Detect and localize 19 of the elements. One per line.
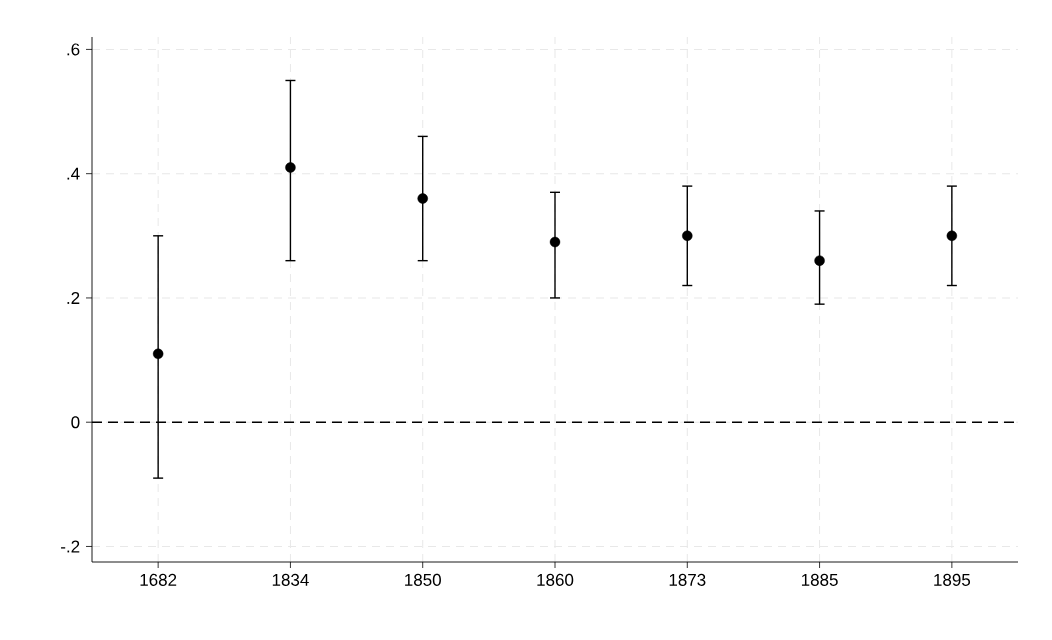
y-tick-label: .2 bbox=[67, 292, 80, 304]
x-tick-label: 1885 bbox=[801, 573, 838, 586]
point bbox=[285, 162, 296, 173]
point bbox=[682, 230, 693, 242]
point bbox=[814, 255, 825, 266]
x-tick-label: 1873 bbox=[669, 573, 706, 586]
point bbox=[152, 348, 164, 360]
y-tick-label: 0 bbox=[71, 416, 80, 429]
x-tick-label: 1834 bbox=[272, 573, 309, 586]
x-tick-label: 1860 bbox=[537, 573, 574, 586]
y-tick-label: -.2 bbox=[61, 540, 80, 553]
y-tick-label: .6 bbox=[67, 43, 80, 56]
y-tick-label: .4 bbox=[67, 167, 80, 180]
point bbox=[946, 230, 958, 242]
x-tick-label: 1682 bbox=[140, 573, 177, 586]
x-tick-label: 1895 bbox=[934, 573, 971, 586]
x-tick-label: 1850 bbox=[405, 573, 441, 586]
point bbox=[417, 193, 428, 204]
point bbox=[549, 236, 561, 248]
